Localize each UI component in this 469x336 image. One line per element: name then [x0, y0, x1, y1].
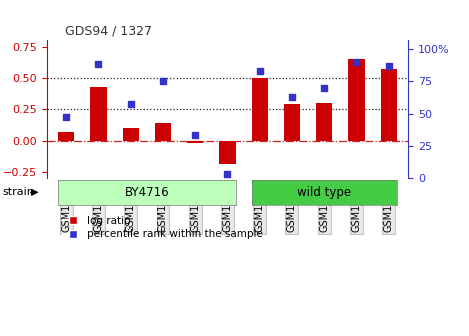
- Bar: [219, 140, 235, 164]
- Point: [159, 79, 166, 84]
- Point: [127, 102, 135, 107]
- Point: [385, 63, 393, 69]
- Point: [353, 59, 360, 65]
- Bar: [91, 87, 106, 140]
- Bar: [284, 104, 300, 140]
- Bar: [252, 78, 268, 140]
- Bar: [316, 103, 332, 140]
- Point: [256, 68, 264, 74]
- Point: [95, 62, 102, 67]
- Bar: [381, 69, 397, 140]
- Bar: [187, 140, 203, 143]
- Bar: [348, 59, 364, 140]
- Bar: [58, 132, 74, 140]
- Legend: log ratio, percentile rank within the sample: log ratio, percentile rank within the sa…: [59, 212, 267, 243]
- Point: [62, 115, 70, 120]
- Point: [320, 85, 328, 90]
- Point: [288, 94, 295, 99]
- Point: [191, 133, 199, 138]
- Point: [224, 171, 231, 177]
- Text: wild type: wild type: [297, 186, 351, 199]
- Text: strain: strain: [2, 187, 34, 197]
- Text: BY4716: BY4716: [125, 186, 169, 199]
- Bar: [123, 128, 139, 140]
- Bar: [155, 123, 171, 140]
- Text: GDS94 / 1327: GDS94 / 1327: [65, 25, 152, 38]
